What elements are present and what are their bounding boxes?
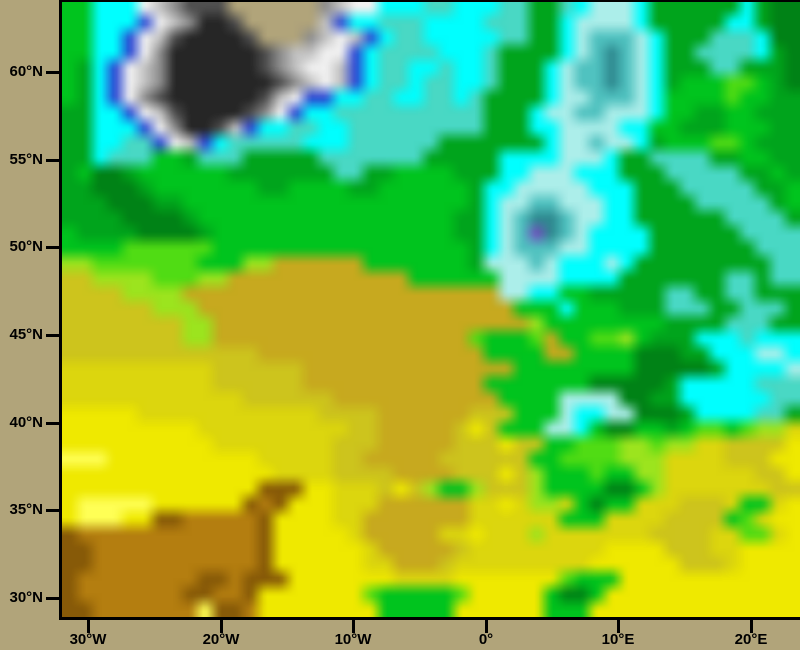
contour-field-canvas bbox=[62, 0, 800, 617]
lat-tick-label: 45°N bbox=[9, 326, 43, 343]
lon-tick-label: 30°W bbox=[69, 631, 107, 648]
lon-tick bbox=[750, 620, 753, 633]
lat-tick-label: 40°N bbox=[9, 414, 43, 431]
lat-tick bbox=[46, 597, 59, 600]
plot-frame-left bbox=[59, 0, 62, 620]
lat-tick-label: 35°N bbox=[9, 501, 43, 518]
lon-tick bbox=[220, 620, 223, 633]
plot-frame-bottom bbox=[59, 617, 800, 620]
lon-tick-label: 20°W bbox=[202, 631, 240, 648]
lon-tick-label: 0° bbox=[478, 631, 494, 648]
lat-tick bbox=[46, 422, 59, 425]
lon-tick bbox=[617, 620, 620, 633]
lat-tick-label: 30°N bbox=[9, 589, 43, 606]
lat-tick bbox=[46, 71, 59, 74]
lat-tick-label: 55°N bbox=[9, 151, 43, 168]
lon-tick bbox=[485, 620, 488, 633]
lon-tick-label: 10°E bbox=[601, 631, 635, 648]
lon-tick-label: 10°W bbox=[334, 631, 372, 648]
lon-tick-label: 20°E bbox=[734, 631, 768, 648]
lon-tick bbox=[352, 620, 355, 633]
lat-tick-label: 50°N bbox=[9, 238, 43, 255]
lon-tick bbox=[87, 620, 90, 633]
lat-tick bbox=[46, 334, 59, 337]
lat-tick-label: 60°N bbox=[9, 63, 43, 80]
lat-tick bbox=[46, 509, 59, 512]
lat-tick bbox=[46, 159, 59, 162]
plot-frame-top bbox=[62, 0, 800, 2]
lat-tick bbox=[46, 246, 59, 249]
